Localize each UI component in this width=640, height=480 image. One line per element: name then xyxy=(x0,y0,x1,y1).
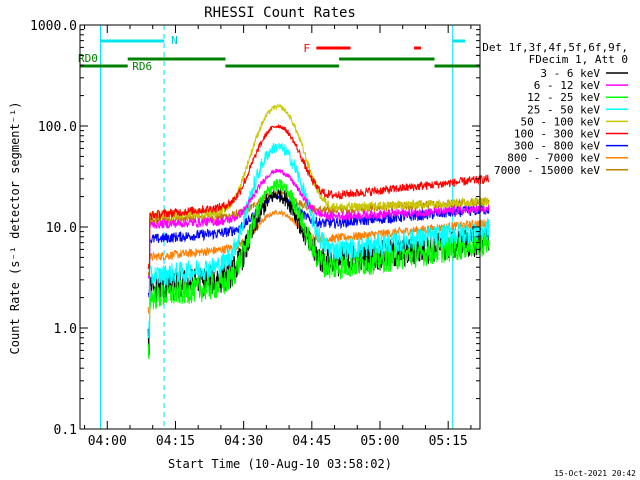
legend-entry-label: 7000 - 15000 keV xyxy=(494,164,600,177)
legend-header-line-2: FDecim 1, Att 0 xyxy=(529,53,628,66)
y-tick-label: 10.0 xyxy=(46,221,77,236)
x-tick-label: 04:00 xyxy=(88,434,127,449)
y-tick-label: 100.0 xyxy=(38,120,77,135)
series-line-2 xyxy=(147,178,490,360)
rd0-label: RD0 xyxy=(78,52,98,65)
x-tick-label: 04:15 xyxy=(156,434,195,449)
y-axis-label: Count Rate (s⁻¹ detector segment⁻¹) xyxy=(8,102,22,355)
y-tick-label: 1000.0 xyxy=(30,19,77,34)
y-axis: 0.1 1.0 10.0 100.0 1000.0 xyxy=(30,19,480,438)
series-line-3 xyxy=(147,142,490,338)
legend-entry-label: 50 - 100 keV xyxy=(521,115,601,128)
legend-entry-label: 6 - 12 keV xyxy=(534,79,601,92)
flare-label: F xyxy=(303,42,310,55)
x-axis: 04:00 04:15 04:30 04:45 05:00 05:15 xyxy=(84,25,472,449)
y-tick-label: 0.1 xyxy=(54,423,77,438)
series-line-6 xyxy=(147,193,490,298)
legend-entry-label: 3 - 6 keV xyxy=(540,67,600,80)
legend: Det 1f,3f,4f,5f,6f,9f, FDecim 1, Att 0 3… xyxy=(482,41,628,177)
chart-title: RHESSI Count Rates xyxy=(204,5,356,21)
x-axis-label: Start Time (10-Aug-10 03:58:02) xyxy=(168,457,392,471)
legend-header-line-1: Det 1f,3f,4f,5f,6f,9f, xyxy=(482,41,628,54)
legend-entry-label: 25 - 50 keV xyxy=(527,103,600,116)
plot-area: N F RD0 RD6 xyxy=(78,25,490,429)
night-label: N xyxy=(171,34,178,47)
y-tick-label: 1.0 xyxy=(54,322,77,337)
series-line-5 xyxy=(147,123,490,270)
x-tick-label: 05:00 xyxy=(360,434,399,449)
x-tick-label: 05:15 xyxy=(429,434,468,449)
x-tick-label: 04:45 xyxy=(292,434,331,449)
legend-entry-label: 12 - 25 keV xyxy=(527,91,600,104)
x-tick-label: 04:30 xyxy=(224,434,263,449)
rd6-label: RD6 xyxy=(132,60,152,73)
legend-entry-label: 800 - 7000 keV xyxy=(507,152,600,165)
timestamp: 15-Oct-2021 20:42 xyxy=(554,469,636,478)
legend-entry-label: 300 - 800 keV xyxy=(514,140,600,153)
series-line-1 xyxy=(147,168,490,280)
legend-entry-label: 100 - 300 keV xyxy=(514,128,600,141)
